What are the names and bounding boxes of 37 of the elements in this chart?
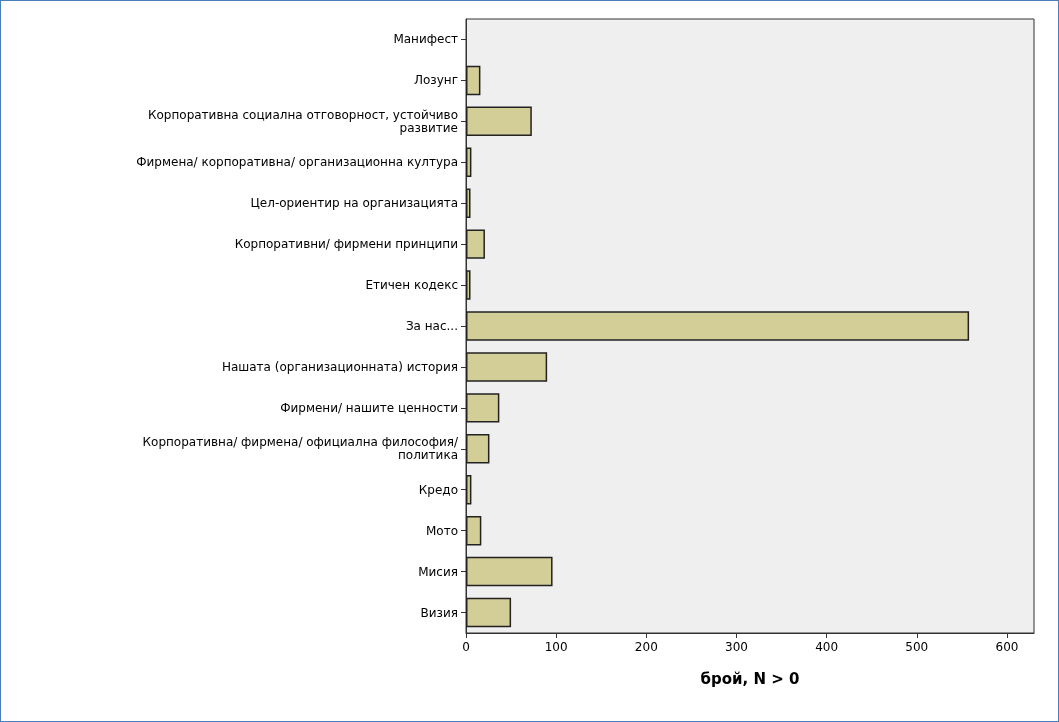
y-tick-label: Мисия (418, 564, 458, 579)
x-tick-label: 500 (905, 640, 929, 654)
x-tick-label: 400 (815, 640, 839, 654)
bar (466, 434, 490, 464)
y-tick-label: Манифест (393, 32, 458, 47)
y-tick-label: Етичен кодекс (365, 278, 458, 293)
bar (466, 311, 970, 341)
bar (466, 147, 472, 177)
x-axis-title: брой, N > 0 (700, 669, 800, 688)
bar (466, 597, 512, 628)
bar (466, 475, 472, 505)
y-tick-label: Корпоративна/ фирмена/ официална философия/ политика (142, 435, 459, 463)
bar (466, 188, 471, 218)
y-tick-label: Фирмени/ нашите ценности (280, 400, 458, 415)
y-tick-label: Фирмена/ корпоративна/ организационна култура (136, 155, 458, 170)
x-tick-label: 200 (634, 640, 658, 654)
bar (466, 556, 553, 587)
y-tick-label: Визия (420, 605, 458, 620)
bar (466, 270, 471, 300)
y-tick-label: Лозунг (414, 73, 458, 88)
y-tick-label: Мото (425, 523, 458, 538)
bar (466, 515, 482, 546)
bar (466, 229, 485, 259)
bar (466, 352, 548, 382)
x-tick-label: 100 (544, 640, 568, 654)
y-tick-label: За нас... (405, 319, 458, 333)
y-tick-label: Цел-ориентир на организацията (250, 196, 458, 211)
y-tick-label: Корпоративни/ фирмени принципи (234, 237, 458, 252)
x-tick-label: 0 (462, 640, 470, 654)
y-tick-label: Корпоративна социална отговорност, устойчиво развитие (147, 107, 458, 135)
bar (466, 393, 500, 423)
bar (466, 106, 532, 137)
y-tick-label: Нашата (организационната) история (221, 359, 458, 374)
x-tick-label: 600 (995, 640, 1019, 654)
x-tick-label: 300 (725, 640, 748, 654)
y-tick-label: Кредо (418, 482, 458, 497)
bar (466, 65, 481, 96)
